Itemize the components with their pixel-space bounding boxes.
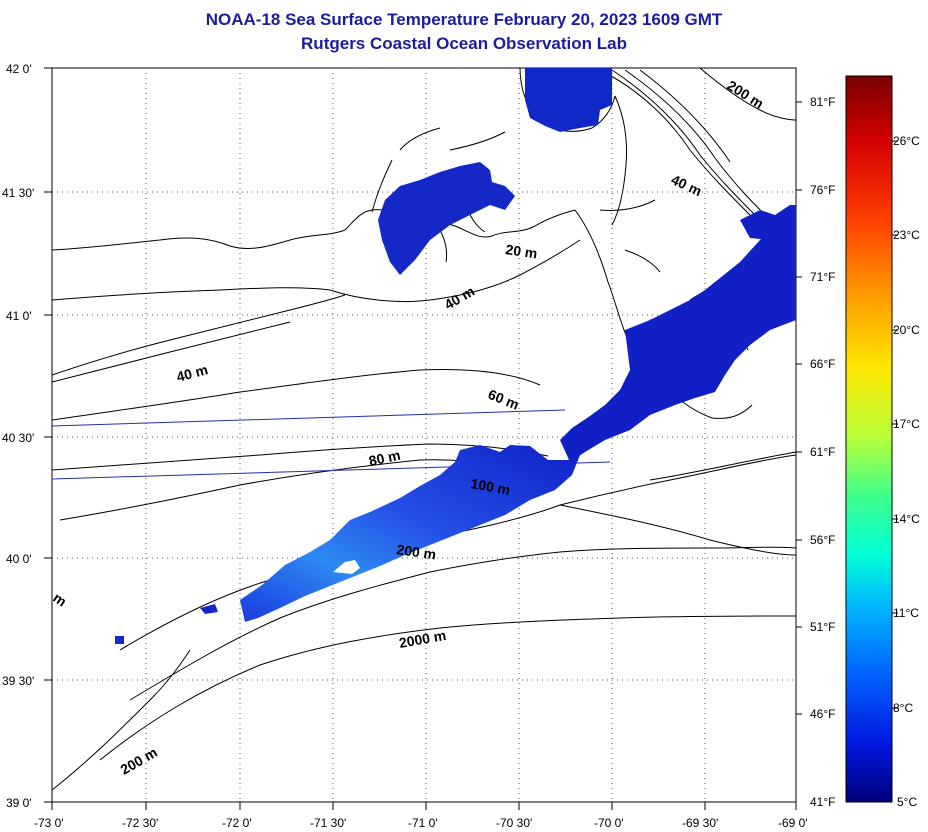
celsius-label: 11°C: [893, 606, 919, 620]
cloud-gap: [333, 560, 360, 574]
lon-label: -69 30': [682, 816, 718, 830]
fahrenheit-label: 41°F: [810, 795, 835, 809]
depth-label-40m-west: 40 m: [175, 361, 210, 385]
lat-label: 42 0': [6, 62, 32, 76]
map-title: NOAA-18 Sea Surface Temperature February…: [205, 10, 723, 29]
lon-label: -72 0': [222, 816, 252, 830]
latitude-labels: 42 0' 41 30' 41 0' 40 30' 40 0' 39 30' 3…: [2, 62, 34, 810]
fahrenheit-label: 61°F: [810, 445, 835, 459]
lon-label: -70 0': [594, 816, 624, 830]
longitude-labels: -73 0' -72 30' -72 0' -71 30' -71 0' -70…: [34, 816, 808, 830]
celsius-label: 17°C: [893, 417, 920, 431]
celsius-label: 5°C: [897, 795, 917, 809]
sst-data: [115, 68, 796, 644]
colorbar-gradient: [845, 75, 893, 803]
lat-label: 39 30': [2, 674, 34, 688]
celsius-label: 14°C: [893, 512, 920, 526]
depth-label-200m-mid: 200 m: [396, 541, 438, 562]
sst-patch-shelf-break: [240, 445, 580, 622]
fahrenheit-label: 81°F: [810, 95, 835, 109]
frame-ticks: [44, 67, 797, 810]
lon-label: -71 30': [310, 816, 346, 830]
lon-label: -73 0': [34, 816, 64, 830]
fahrenheit-label: 66°F: [810, 357, 835, 371]
depth-label-100m: 100 m: [469, 475, 511, 498]
lon-label: -72 30': [122, 816, 158, 830]
lon-label: -71 0': [408, 816, 438, 830]
fahrenheit-label: 56°F: [810, 533, 835, 547]
celsius-label: 23°C: [893, 228, 920, 242]
sst-patch-buzzards-bay: [378, 162, 515, 275]
fahrenheit-label: 46°F: [810, 707, 835, 721]
lat-label: 41 0': [6, 309, 32, 323]
lon-label: -70 30': [496, 816, 532, 830]
fahrenheit-label: 76°F: [810, 183, 835, 197]
lat-label: 40 0': [6, 552, 32, 566]
depth-label-20m: 20 m: [505, 241, 539, 261]
bathymetry-contours: [52, 68, 796, 791]
lon-label: -69 0': [778, 816, 808, 830]
colorbar: 81°F 76°F 71°F 66°F 61°F 56°F 51°F 46°F …: [796, 75, 920, 809]
fahrenheit-label: 51°F: [810, 620, 835, 634]
fahrenheit-label: 71°F: [810, 270, 835, 284]
lat-label: 40 30': [2, 431, 34, 445]
sst-patch-nantucket-shoals: [560, 205, 796, 462]
celsius-label: 26°C: [893, 134, 920, 148]
sst-patch-cape-cod-bay: [525, 68, 612, 132]
depth-label-80m: 80 m: [367, 447, 402, 469]
celsius-label: 8°C: [893, 701, 913, 715]
celsius-label: 20°C: [893, 323, 920, 337]
lat-label: 39 0': [6, 796, 32, 810]
lat-label: 41 30': [2, 186, 34, 200]
map-subtitle: Rutgers Coastal Ocean Observation Lab: [301, 34, 627, 53]
